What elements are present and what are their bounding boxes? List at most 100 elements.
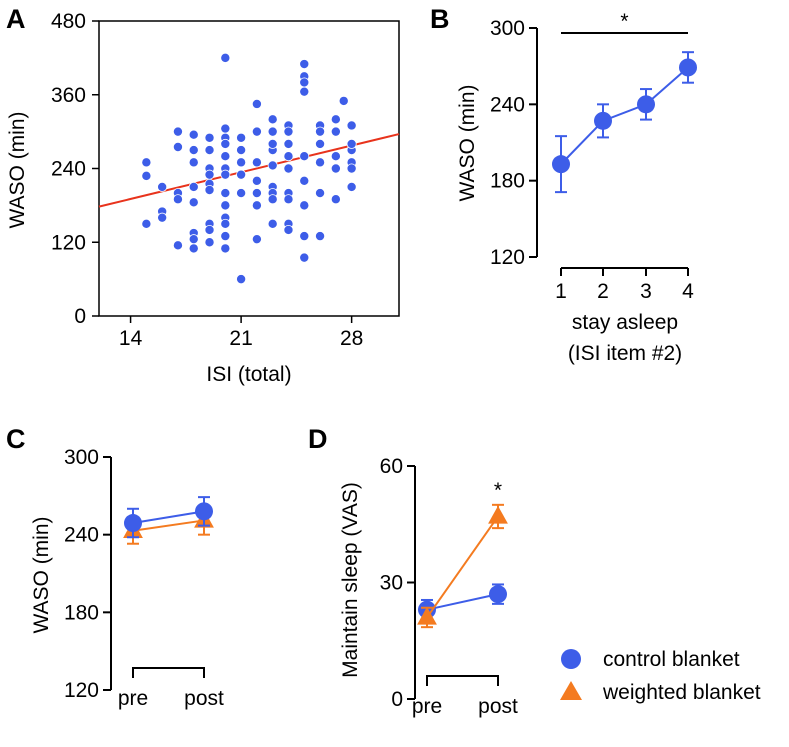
x-tick-label: 3 [640, 280, 652, 303]
panel-letter-c: C [6, 424, 26, 454]
x-tick-label: 1 [555, 280, 567, 303]
data-point [338, 95, 349, 106]
data-point [283, 194, 294, 205]
data-point [204, 185, 215, 196]
panel-a: A 0 120 240 360 480 14 21 28 ISI (total)… [6, 4, 400, 386]
significance-star: * [494, 479, 502, 502]
data-point [204, 145, 215, 156]
y-tick-label: 240 [51, 158, 86, 181]
data-point [124, 514, 142, 533]
data-point [283, 138, 294, 149]
x-axis-label: ISI (total) [206, 363, 291, 386]
data-point [299, 151, 310, 162]
data-point [157, 181, 168, 192]
data-point [251, 200, 262, 211]
data-point [488, 505, 508, 524]
data-point [251, 157, 262, 168]
data-point [251, 98, 262, 109]
series-line [132, 510, 205, 525]
data-point [220, 123, 231, 134]
data-point [267, 160, 278, 171]
data-point [204, 224, 215, 235]
data-point [299, 175, 310, 186]
data-point [220, 243, 231, 254]
x-tick-label: 21 [229, 327, 252, 350]
data-point [346, 120, 357, 131]
y-tick-label: 240 [64, 524, 99, 547]
data-point [315, 126, 326, 137]
data-point [204, 237, 215, 248]
legend: control blanket weighted blanket [560, 648, 761, 704]
data-point [346, 163, 357, 174]
data-point [637, 95, 655, 114]
y-axis-label: WASO (min) [30, 516, 53, 633]
data-point [220, 169, 231, 180]
legend-label-control: control blanket [603, 648, 740, 671]
data-point [195, 502, 213, 521]
panel-letter-b: B [430, 4, 450, 34]
data-point [141, 157, 152, 168]
data-point [417, 606, 437, 625]
data-point [172, 126, 183, 137]
data-point [157, 212, 168, 223]
data-point [141, 218, 152, 229]
y-tick-label: 60 [380, 455, 403, 478]
data-point [188, 234, 199, 245]
data-point [299, 252, 310, 263]
y-tick-label: 300 [490, 17, 525, 40]
data-point [220, 138, 231, 149]
data-point [188, 181, 199, 192]
series-line [426, 593, 499, 611]
data-point [594, 111, 612, 130]
data-point [251, 126, 262, 137]
data-point [204, 132, 215, 143]
panel-letter-d: D [308, 424, 328, 454]
data-point [236, 188, 247, 199]
significance-star: * [620, 10, 628, 33]
data-point [346, 138, 357, 149]
data-point [220, 52, 231, 63]
data-point [220, 231, 231, 242]
data-point [679, 58, 697, 77]
data-point [299, 231, 310, 242]
panel-a-ticks [92, 20, 353, 323]
legend-marker-control [561, 649, 581, 669]
x-tick-label: pre [412, 695, 442, 718]
data-point [172, 194, 183, 205]
legend-label-weighted: weighted blanket [602, 681, 761, 704]
scatter-points [141, 52, 357, 285]
y-tick-label: 120 [51, 231, 86, 254]
data-point [330, 194, 341, 205]
data-point [299, 86, 310, 97]
data-point [188, 129, 199, 140]
data-point [220, 200, 231, 211]
data-point [283, 163, 294, 174]
panel-c-series [123, 496, 214, 545]
data-point [315, 157, 326, 168]
data-point [188, 157, 199, 168]
panel-letter-a: A [6, 4, 26, 34]
data-point [283, 151, 294, 162]
x-tick-label: 2 [597, 280, 609, 303]
data-point [172, 141, 183, 152]
data-point [236, 145, 247, 156]
data-point [330, 126, 341, 137]
y-axis-label: WASO (min) [456, 84, 479, 201]
data-point [315, 231, 326, 242]
x-axis-bracket [132, 667, 205, 678]
data-point [315, 138, 326, 149]
panel-b: B 120 180 240 300 1 2 3 4 * stay asleep (ISI it… [430, 4, 697, 365]
panel-d-axes: 0 30 60 pre post [380, 455, 518, 718]
data-point [236, 274, 247, 285]
y-tick-label: 300 [64, 446, 99, 469]
data-point [188, 197, 199, 208]
data-point [283, 224, 294, 235]
data-point [267, 114, 278, 125]
panel-d: D 0 30 60 pre post * Maintain sleep (VAS) [308, 424, 518, 718]
y-tick-label: 0 [74, 305, 86, 328]
data-point [299, 59, 310, 70]
y-axis-label: Maintain sleep (VAS) [339, 482, 362, 678]
data-point [172, 240, 183, 251]
x-tick-label: post [478, 695, 518, 718]
y-tick-label: 240 [490, 93, 525, 116]
